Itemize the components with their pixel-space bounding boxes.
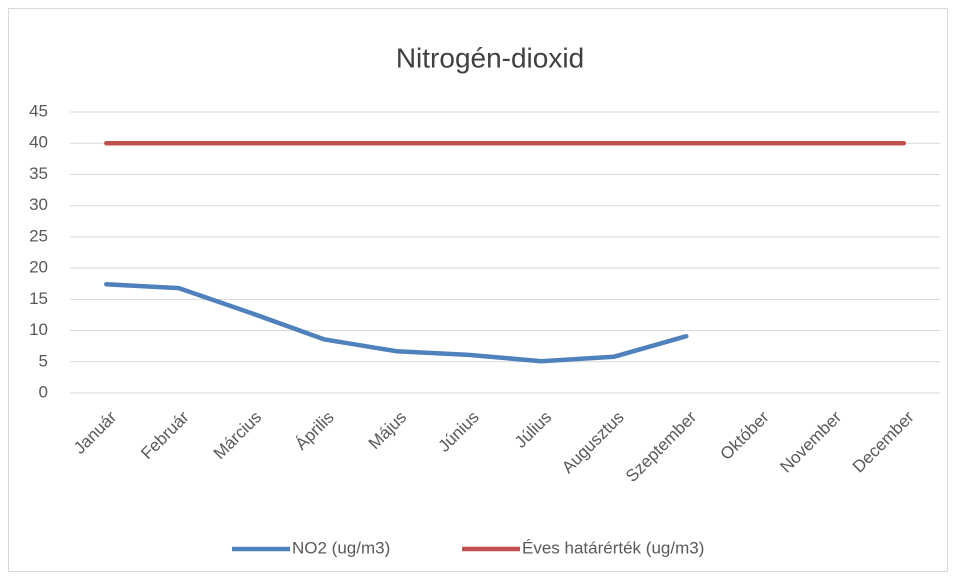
chart-border [8, 8, 948, 572]
y-tick-label: 10 [29, 320, 48, 339]
y-tick-label: 15 [29, 289, 48, 308]
legend-label: NO2 (ug/m3) [292, 538, 390, 557]
y-tick-label: 25 [29, 226, 48, 245]
chart-title: Nitrogén-dioxid [396, 42, 584, 73]
y-tick-label: 5 [39, 351, 48, 370]
y-tick-label: 30 [29, 195, 48, 214]
legend-label: Éves határérték (ug/m3) [522, 538, 704, 557]
y-tick-label: 20 [29, 258, 48, 277]
y-tick-label: 0 [39, 382, 48, 401]
y-tick-label: 45 [29, 101, 48, 120]
data-line [104, 282, 689, 364]
y-tick-label: 40 [29, 133, 48, 152]
y-tick-label: 35 [29, 164, 48, 183]
